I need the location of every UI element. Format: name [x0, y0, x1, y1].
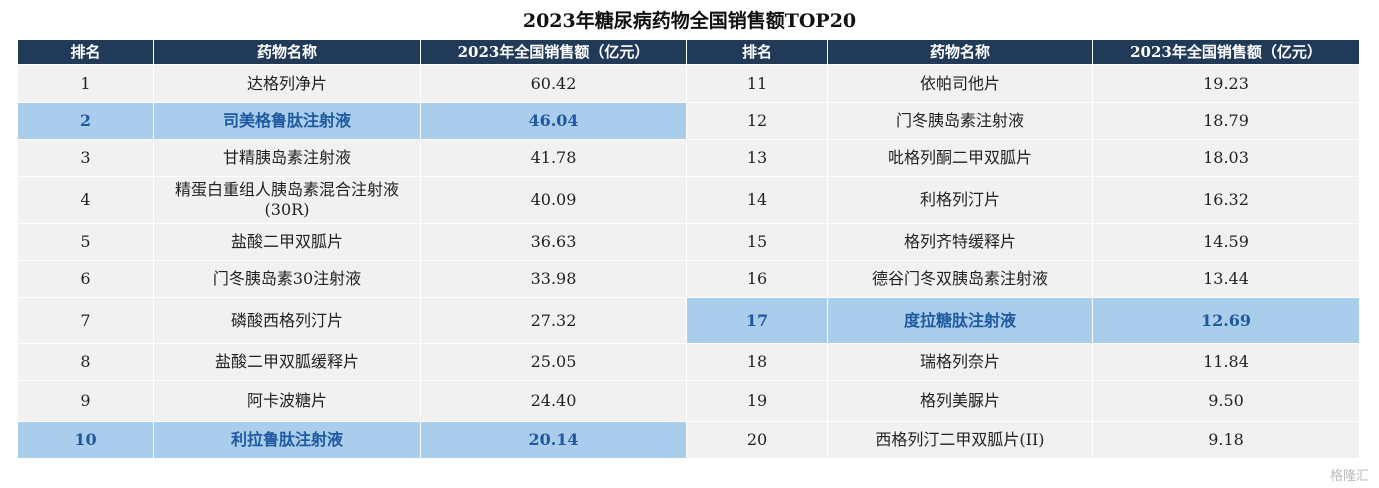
sales-cell: 27.32 — [420, 297, 687, 344]
rank-cell: 1 — [17, 64, 154, 103]
rank-cell: 14 — [686, 176, 828, 224]
table-row: 2 司美格鲁肽注射液 46.04 12 门冬胰岛素注射液 18.79 — [17, 102, 1360, 140]
sales-cell: 40.09 — [420, 176, 687, 224]
sales-cell: 13.44 — [1092, 260, 1360, 298]
rank-cell: 3 — [17, 139, 154, 177]
rank-cell: 17 — [686, 297, 828, 344]
rank-cell: 11 — [686, 64, 828, 103]
sales-cell: 14.59 — [1092, 223, 1360, 261]
rank-cell: 9 — [17, 380, 154, 422]
drug-name-cell: 精蛋白重组人胰岛素混合注射液(30R) — [153, 176, 421, 224]
rank-cell: 15 — [686, 223, 828, 261]
table-row: 1 达格列净片 60.42 11 依帕司他片 19.23 — [17, 64, 1360, 103]
table-row: 4 精蛋白重组人胰岛素混合注射液(30R) 40.09 14 利格列汀片 16.32 — [17, 176, 1360, 224]
rank-cell: 19 — [686, 380, 828, 422]
drug-name-cell: 门冬胰岛素30注射液 — [153, 260, 421, 298]
drug-name-cell: 度拉糖肽注射液 — [827, 297, 1093, 344]
drug-name-cell: 阿卡波糖片 — [153, 380, 421, 422]
table-row: 10 利拉鲁肽注射液 20.14 20 西格列汀二甲双胍片(II) 9.18 — [17, 421, 1360, 459]
drug-name-cell: 磷酸西格列汀片 — [153, 297, 421, 344]
table-row: 6 门冬胰岛素30注射液 33.98 16 德谷门冬双胰岛素注射液 13.44 — [17, 260, 1360, 298]
sales-cell: 60.42 — [420, 64, 687, 103]
table-row: 9 阿卡波糖片 24.40 19 格列美脲片 9.50 — [17, 380, 1360, 422]
rank-cell: 13 — [686, 139, 828, 177]
sales-cell: 46.04 — [420, 102, 687, 140]
drug-name-cell: 利格列汀片 — [827, 176, 1093, 224]
drug-name-cell: 瑞格列奈片 — [827, 343, 1093, 381]
table-row: 8 盐酸二甲双胍缓释片 25.05 18 瑞格列奈片 11.84 — [17, 343, 1360, 381]
table-row: 7 磷酸西格列汀片 27.32 17 度拉糖肽注射液 12.69 — [17, 297, 1360, 344]
drug-name-cell: 司美格鲁肽注射液 — [153, 102, 421, 140]
sales-cell: 33.98 — [420, 260, 687, 298]
rank-cell: 8 — [17, 343, 154, 381]
header-name-right: 药物名称 — [827, 39, 1093, 65]
header-sales-left: 2023年全国销售额（亿元） — [420, 39, 687, 65]
sales-cell: 16.32 — [1092, 176, 1360, 224]
drug-name-cell: 盐酸二甲双胍片 — [153, 223, 421, 261]
drug-name-cell: 达格列净片 — [153, 64, 421, 103]
drug-name-cell: 格列齐特缓释片 — [827, 223, 1093, 261]
drug-name-cell: 西格列汀二甲双胍片(II) — [827, 421, 1093, 459]
rank-cell: 16 — [686, 260, 828, 298]
drug-name-cell: 吡格列酮二甲双胍片 — [827, 139, 1093, 177]
sales-cell: 19.23 — [1092, 64, 1360, 103]
drug-name-cell: 德谷门冬双胰岛素注射液 — [827, 260, 1093, 298]
header-sales-right: 2023年全国销售额（亿元） — [1092, 39, 1360, 65]
rank-cell: 20 — [686, 421, 828, 459]
header-rank-left: 排名 — [17, 39, 154, 65]
table-row: 3 甘精胰岛素注射液 41.78 13 吡格列酮二甲双胍片 18.03 — [17, 139, 1360, 177]
page-title: 2023年糖尿病药物全国销售额TOP20 — [522, 10, 857, 32]
rank-cell: 10 — [17, 421, 154, 459]
sales-cell: 24.40 — [420, 380, 687, 422]
rank-cell: 12 — [686, 102, 828, 140]
drug-name-cell: 格列美脲片 — [827, 380, 1093, 422]
sales-cell: 18.79 — [1092, 102, 1360, 140]
drug-name-cell: 门冬胰岛素注射液 — [827, 102, 1093, 140]
rank-cell: 6 — [17, 260, 154, 298]
drug-name-cell: 甘精胰岛素注射液 — [153, 139, 421, 177]
drug-name-cell: 利拉鲁肽注射液 — [153, 421, 421, 459]
watermark-logo: 格隆汇 — [1329, 469, 1369, 484]
header-rank-right: 排名 — [686, 39, 828, 65]
rank-cell: 2 — [17, 102, 154, 140]
sales-cell: 9.18 — [1092, 421, 1360, 459]
sales-cell: 36.63 — [420, 223, 687, 261]
header-name-left: 药物名称 — [153, 39, 421, 65]
rank-cell: 18 — [686, 343, 828, 381]
header-row: 排名 药物名称 2023年全国销售额（亿元） 排名 药物名称 2023年全国销售… — [17, 39, 1360, 65]
sales-cell: 41.78 — [420, 139, 687, 177]
rank-cell: 5 — [17, 223, 154, 261]
sales-cell: 9.50 — [1092, 380, 1360, 422]
sales-cell: 20.14 — [420, 421, 687, 459]
drug-name-cell: 盐酸二甲双胍缓释片 — [153, 343, 421, 381]
rank-cell: 7 — [17, 297, 154, 344]
table-row: 5 盐酸二甲双胍片 36.63 15 格列齐特缓释片 14.59 — [17, 223, 1360, 261]
drug-name-cell: 依帕司他片 — [827, 64, 1093, 103]
sales-cell: 11.84 — [1092, 343, 1360, 381]
sales-cell: 12.69 — [1092, 297, 1360, 344]
rank-cell: 4 — [17, 176, 154, 224]
sales-table: 排名 药物名称 2023年全国销售额（亿元） 排名 药物名称 2023年全国销售… — [17, 39, 1360, 459]
sales-cell: 25.05 — [420, 343, 687, 381]
sales-cell: 18.03 — [1092, 139, 1360, 177]
